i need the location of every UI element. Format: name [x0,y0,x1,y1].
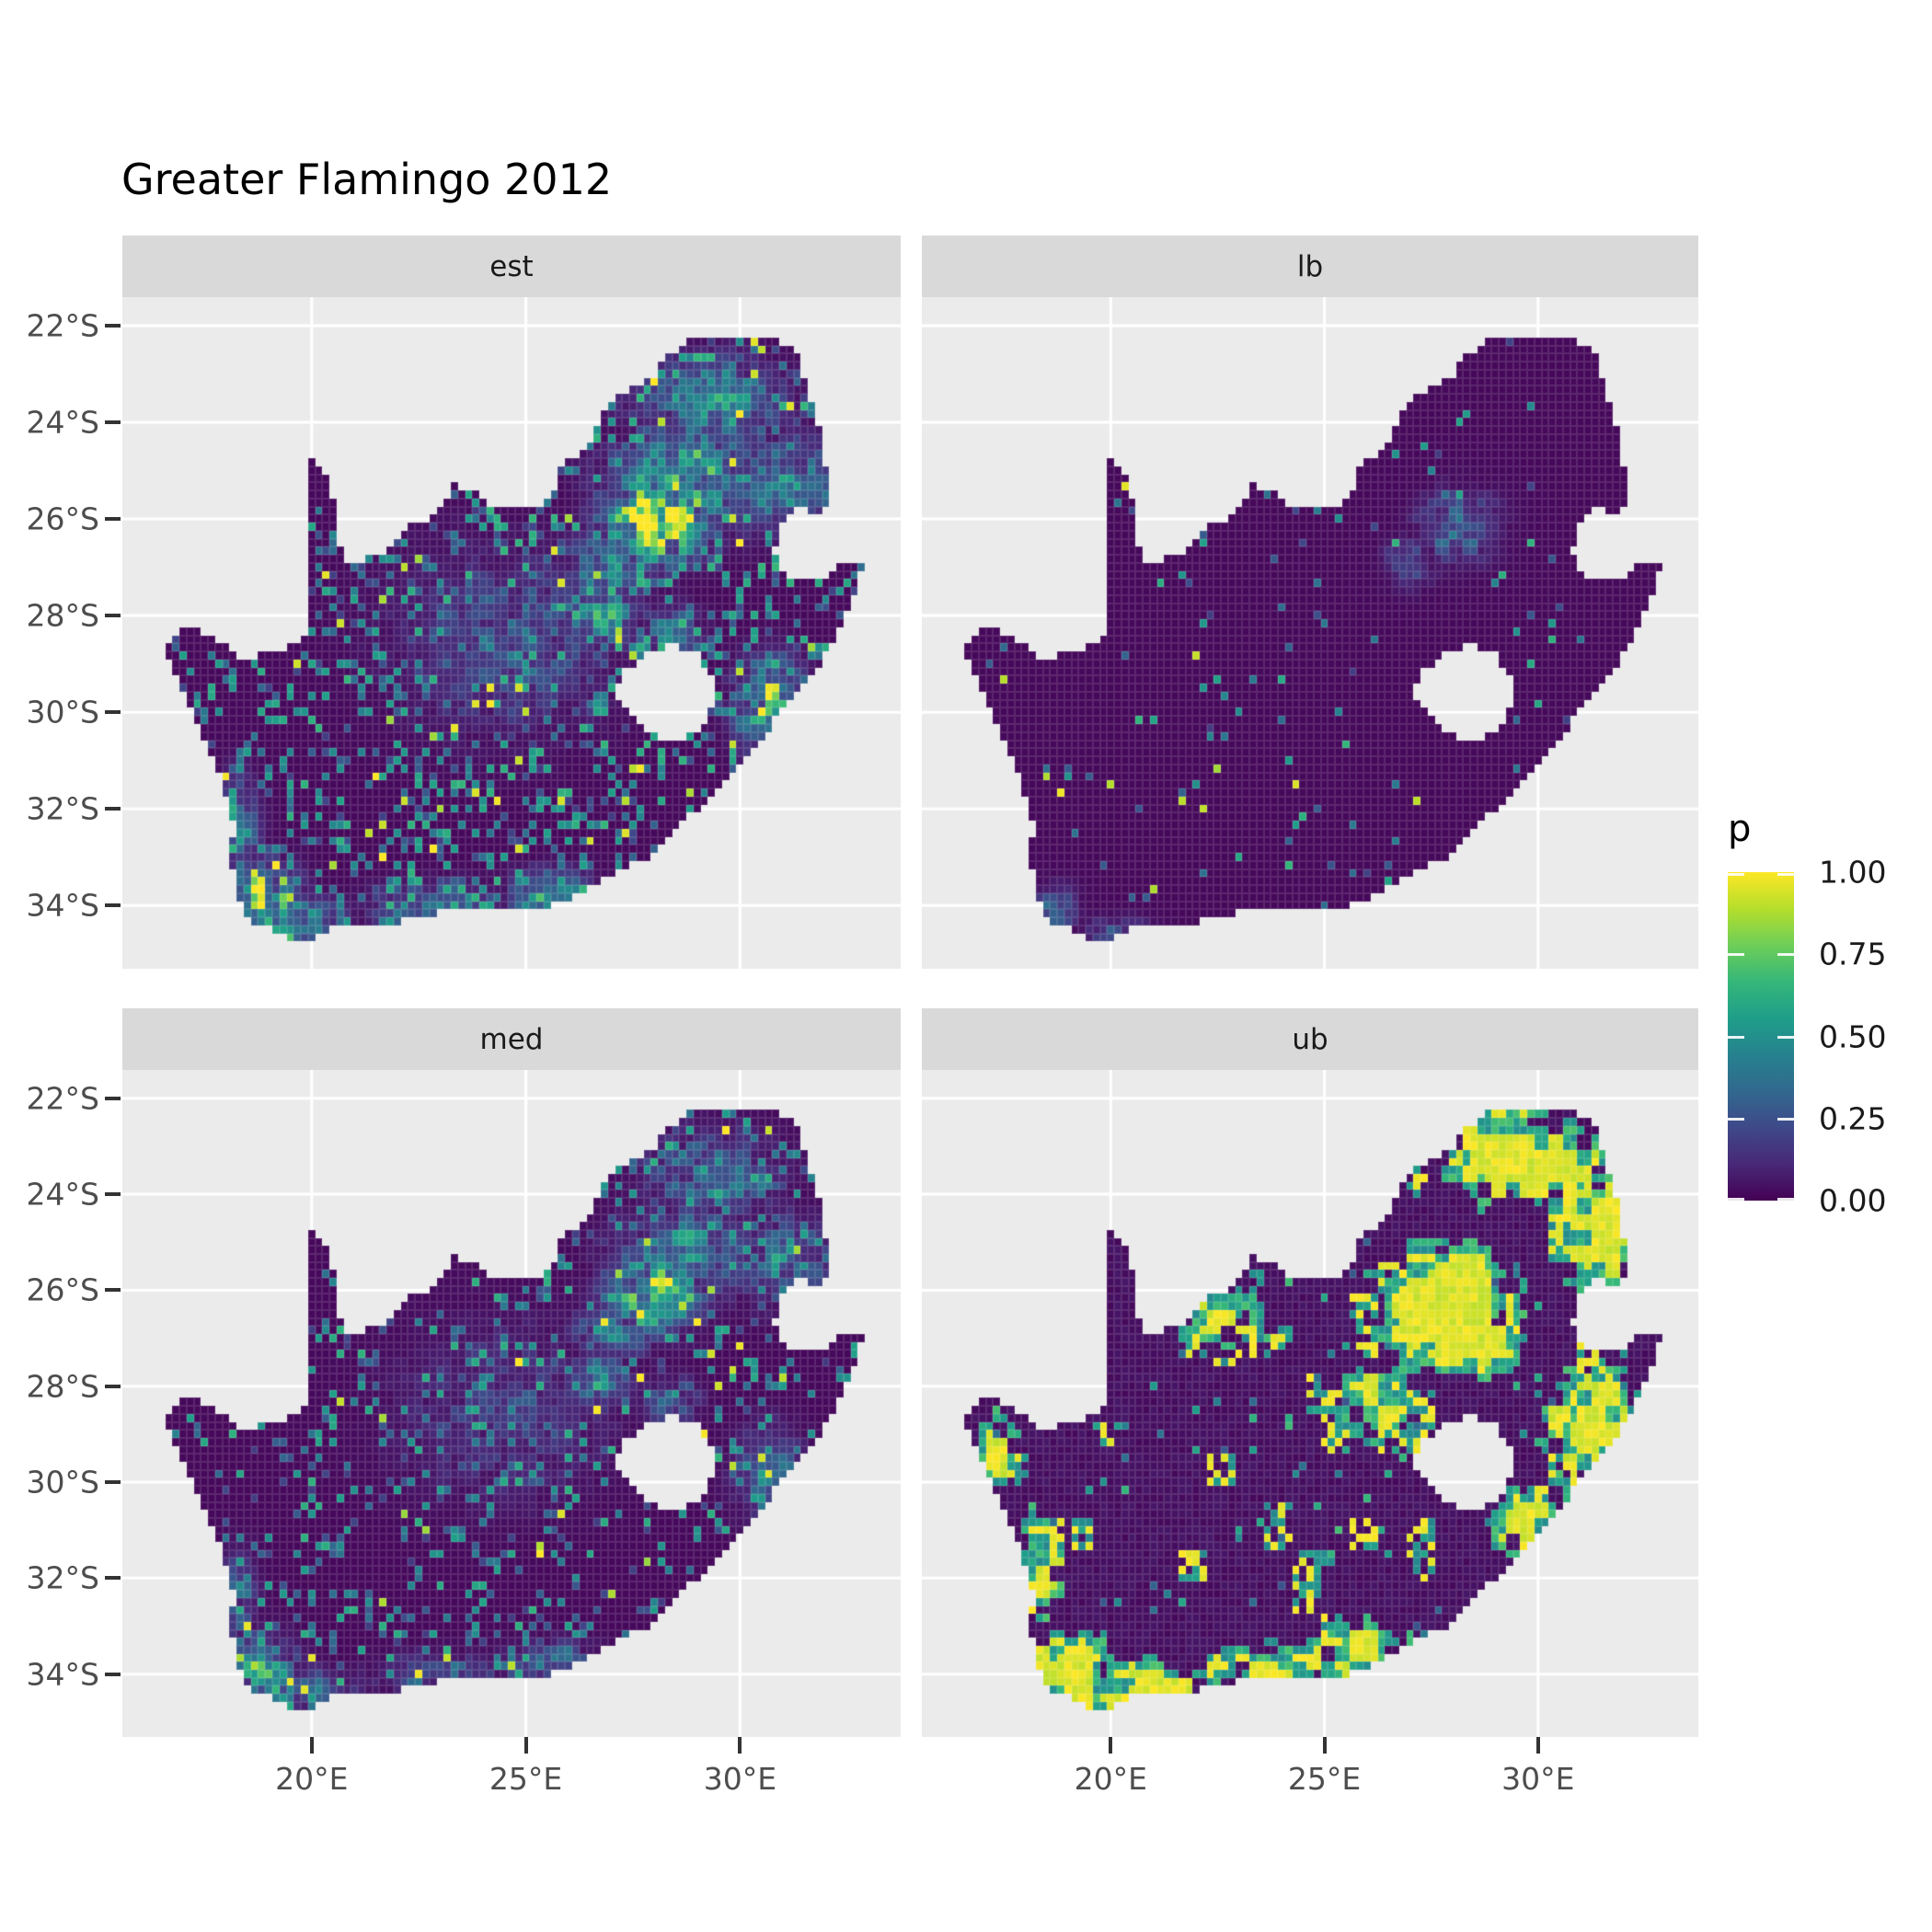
y-axis-tick-mark [105,614,121,618]
legend-tick-label: 0.25 [1819,1100,1887,1137]
y-axis-tick-mark [105,420,121,425]
legend-colorbar [1728,872,1794,1201]
legend-tick-label: 0.75 [1819,936,1887,972]
facet-strip-est: est [122,236,901,297]
map-panel-est [122,297,901,969]
y-axis-tick-mark [105,903,121,908]
x-axis-tick-label: 20°E [275,1761,349,1797]
y-axis-tick-label: 30°S [26,694,99,730]
x-axis-tick-mark [309,1737,314,1754]
legend-colorbar-tick [1728,953,1744,957]
y-axis-tick-mark [105,1096,121,1100]
legend-tick-label: 0.00 [1819,1182,1887,1219]
y-axis-tick-label: 26°S [26,1271,99,1308]
y-axis-tick-label: 28°S [26,597,99,634]
map-panel-ub [922,1070,1698,1737]
x-axis-tick-label: 25°E [489,1761,563,1797]
facet-strip-label: ub [1292,1022,1328,1056]
x-axis-tick-label: 25°E [1287,1761,1362,1797]
x-axis-tick-mark [1109,1737,1113,1754]
facet-strip-label: est [489,249,534,283]
y-axis-tick-label: 24°S [26,404,99,441]
y-axis-tick-mark [105,1480,121,1485]
x-axis-tick-mark [1535,1737,1540,1754]
legend-tick-label: 1.00 [1819,854,1887,891]
legend-colorbar-tick [1728,1117,1744,1121]
y-axis-tick-label: 34°S [26,887,99,924]
plot-title: Greater Flamingo 2012 [121,155,613,204]
y-axis-tick-label: 30°S [26,1464,99,1501]
facet-strip-lb: lb [922,236,1698,297]
legend-colorbar-tick [1777,1117,1794,1121]
y-axis-tick-label: 32°S [26,1559,99,1596]
y-axis-tick-mark [105,807,121,811]
y-axis-tick-label: 22°S [26,307,99,344]
legend-colorbar-tick [1728,1035,1744,1039]
legend-tick-label: 0.50 [1819,1018,1887,1054]
y-axis-tick-mark [105,1672,121,1676]
y-axis-tick-label: 24°S [26,1176,99,1213]
y-axis-tick-mark [105,323,121,328]
y-axis-tick-label: 22°S [26,1080,99,1117]
x-axis-tick-label: 30°E [703,1761,777,1797]
legend-colorbar-tick [1777,1035,1794,1039]
y-axis-tick-label: 34°S [26,1656,99,1693]
facet-strip-med: med [122,1008,901,1070]
x-axis-tick-label: 30°E [1501,1761,1575,1797]
x-axis-tick-label: 20°E [1074,1761,1147,1797]
legend-colorbar-tick [1777,1198,1794,1201]
legend-title: p [1728,808,1752,850]
legend-colorbar-tick [1728,873,1744,876]
facet-strip-label: med [479,1022,544,1056]
y-axis-tick-label: 32°S [26,790,99,827]
x-axis-tick-mark [1322,1737,1327,1754]
y-axis-tick-mark [105,710,121,715]
facet-strip-label: lb [1296,249,1324,283]
y-axis-tick-label: 26°S [26,500,99,537]
x-axis-tick-mark [738,1737,742,1754]
legend-colorbar-tick [1777,953,1794,957]
map-panel-med [122,1070,901,1737]
legend-colorbar-tick [1777,873,1794,876]
x-axis-tick-mark [523,1737,528,1754]
y-axis-tick-mark [105,1288,121,1293]
y-axis-tick-label: 28°S [26,1368,99,1405]
y-axis-tick-mark [105,1384,121,1388]
legend-colorbar-tick [1728,1198,1744,1201]
facet-strip-ub: ub [922,1008,1698,1070]
y-axis-tick-mark [105,1576,121,1581]
y-axis-tick-mark [105,517,121,522]
y-axis-tick-mark [105,1192,121,1197]
map-panel-lb [922,297,1698,969]
